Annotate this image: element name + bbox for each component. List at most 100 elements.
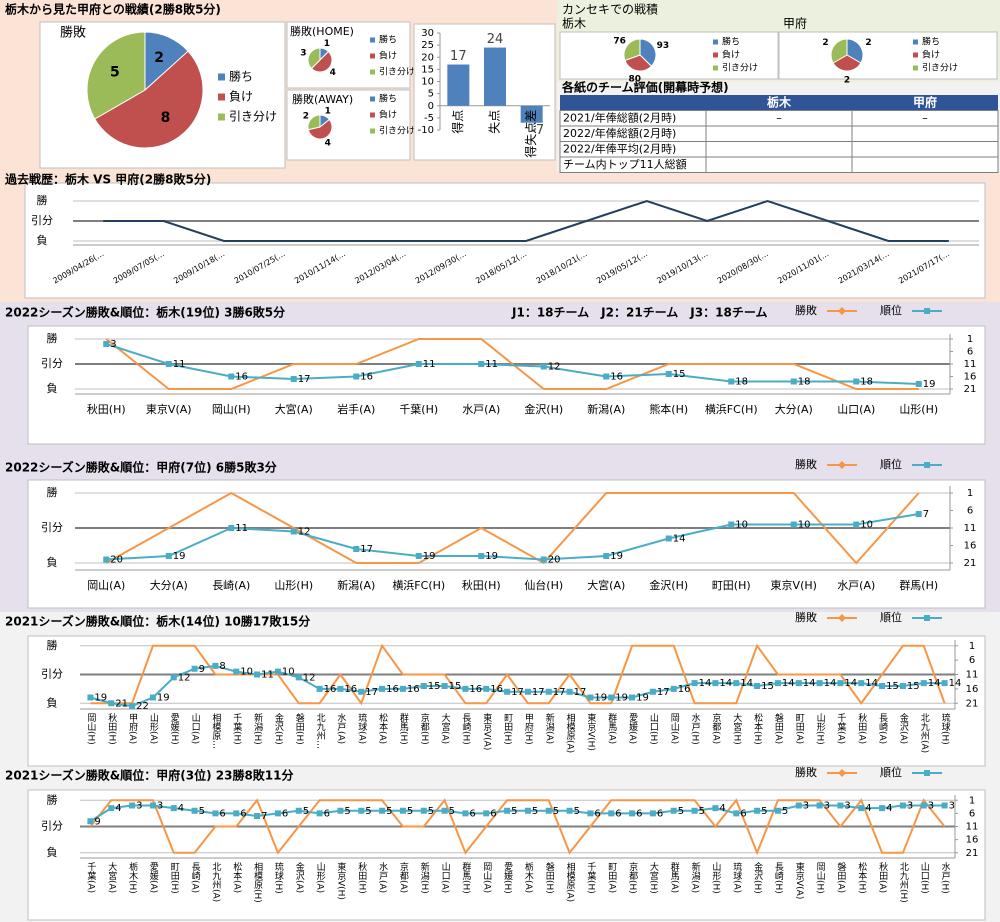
x-tick-label: 長崎(H): [773, 862, 784, 894]
point-marker: [608, 810, 615, 817]
x-tick-label: 長崎(A): [212, 578, 250, 592]
legend-swatch: [713, 52, 718, 58]
x-tick-label: 千葉(H): [399, 402, 438, 416]
y-tick-label: 引分: [41, 520, 63, 534]
column-header: 甲府: [913, 94, 937, 109]
legend-swatch: [713, 39, 718, 45]
pie-title: 勝敗: [60, 26, 86, 41]
data-label: 16: [324, 684, 337, 695]
x-tick-label: 甲府(A): [127, 713, 138, 744]
x-tick-label: 琉球(A): [356, 712, 367, 744]
pie-slice: [307, 47, 321, 70]
legend-label: 引き分け: [922, 63, 958, 74]
data-label: 6: [615, 808, 621, 819]
data-label: 14: [824, 678, 837, 689]
pie-slice: [832, 54, 862, 72]
table-title: 各紙のチーム評価(開幕時予想): [561, 80, 729, 95]
data-label: 17: [360, 544, 373, 555]
y-tick-label: 負: [37, 234, 48, 247]
point-marker: [691, 807, 698, 814]
x-tick-label: 岡山(H): [85, 713, 96, 745]
point-marker: [941, 802, 948, 809]
legend-label: 勝敗: [795, 765, 817, 779]
legend-swatch: [370, 53, 375, 59]
legend-label: 負け: [722, 49, 740, 61]
point-marker: [254, 671, 261, 678]
point-marker: [879, 805, 886, 812]
data-label: 17: [553, 687, 566, 698]
point-marker: [649, 810, 656, 817]
point-marker: [915, 511, 922, 517]
table-header: [560, 95, 998, 111]
data-label: 6: [657, 808, 663, 819]
data-label: 11: [173, 359, 186, 370]
data-label: 2: [865, 38, 871, 48]
chart-title: 2022シーズン勝敗&順位：栃木(19位) 3勝6敗5分: [5, 305, 285, 320]
series-line: [106, 513, 919, 561]
legend-label: 負け: [379, 109, 397, 121]
data-label: 19: [594, 693, 607, 704]
x-tick-label: 京都(A): [398, 861, 409, 893]
x-tick-label: 山口(A): [837, 403, 875, 416]
data-label: 3: [907, 801, 913, 812]
x-tick-label: 町田(A): [606, 862, 617, 893]
y-tick-label: 引分: [41, 667, 63, 681]
row-label: 2022/年俸総額(2月時): [563, 126, 676, 140]
point-marker: [441, 807, 448, 814]
y-tick-label: 勝: [37, 193, 48, 207]
legend-swatch: [370, 96, 375, 102]
pie-title: 勝敗(HOME): [290, 24, 354, 38]
x-tick-label: 松本(A): [231, 861, 242, 893]
legend-label: 勝敗: [795, 457, 817, 471]
legend-label: 引き分け: [379, 126, 415, 137]
data-label: 3: [803, 801, 809, 812]
y2-tick-label: 6: [967, 347, 973, 358]
point-marker: [483, 810, 490, 817]
point-marker: [316, 685, 323, 692]
chart-box: [27, 635, 986, 767]
series-line: [105, 338, 919, 390]
y-tick-label: 25: [421, 40, 434, 51]
data-label: 19: [157, 693, 170, 704]
x-tick-label: 水戸(A): [335, 712, 346, 744]
x-tick-label: 大宮(A): [587, 578, 625, 592]
point-marker: [353, 546, 360, 552]
x-tick-label: 松本(H): [752, 712, 763, 745]
legend-marker: [838, 461, 846, 469]
legend-label: 順位: [880, 610, 902, 624]
point-marker: [295, 807, 302, 814]
data-label: 11: [235, 523, 248, 534]
x-tick-label: 東京V(H): [585, 712, 596, 751]
data-label: 5: [110, 65, 120, 81]
x-tick-label: 水戸(H): [690, 712, 701, 745]
x-tick-label: 水戸(H): [940, 861, 951, 894]
data-label: 5: [574, 806, 580, 817]
point-marker: [233, 668, 240, 675]
data-label: 4: [865, 803, 871, 814]
point-marker: [754, 807, 761, 814]
x-tick-label: 秋田(H): [462, 578, 501, 592]
data-label: 6: [594, 808, 600, 819]
data-label: 14: [699, 678, 712, 689]
data-label: 20: [548, 555, 561, 566]
point-marker: [420, 683, 427, 689]
data-label: 21: [115, 698, 128, 709]
legend-swatch: [218, 73, 225, 81]
data-label: 5: [386, 806, 392, 817]
point-marker: [712, 680, 719, 687]
data-label: 5: [449, 806, 455, 817]
legend-label: 引き分け: [722, 63, 758, 74]
pie-slice: [307, 114, 321, 131]
legend-marker: [924, 770, 930, 776]
data-label: -7: [531, 123, 544, 138]
legend-label: 順位: [880, 457, 902, 471]
legend-marker: [924, 462, 930, 468]
legend-label: 負け: [922, 49, 940, 61]
data-label: 14: [803, 678, 816, 689]
data-label: 4: [719, 803, 725, 814]
data-label: 11: [485, 359, 498, 370]
y-tick-label: 勝: [47, 792, 58, 806]
legend-label: 順位: [880, 765, 902, 779]
y-tick-label: 勝: [47, 331, 58, 345]
data-label: 16: [610, 372, 623, 383]
